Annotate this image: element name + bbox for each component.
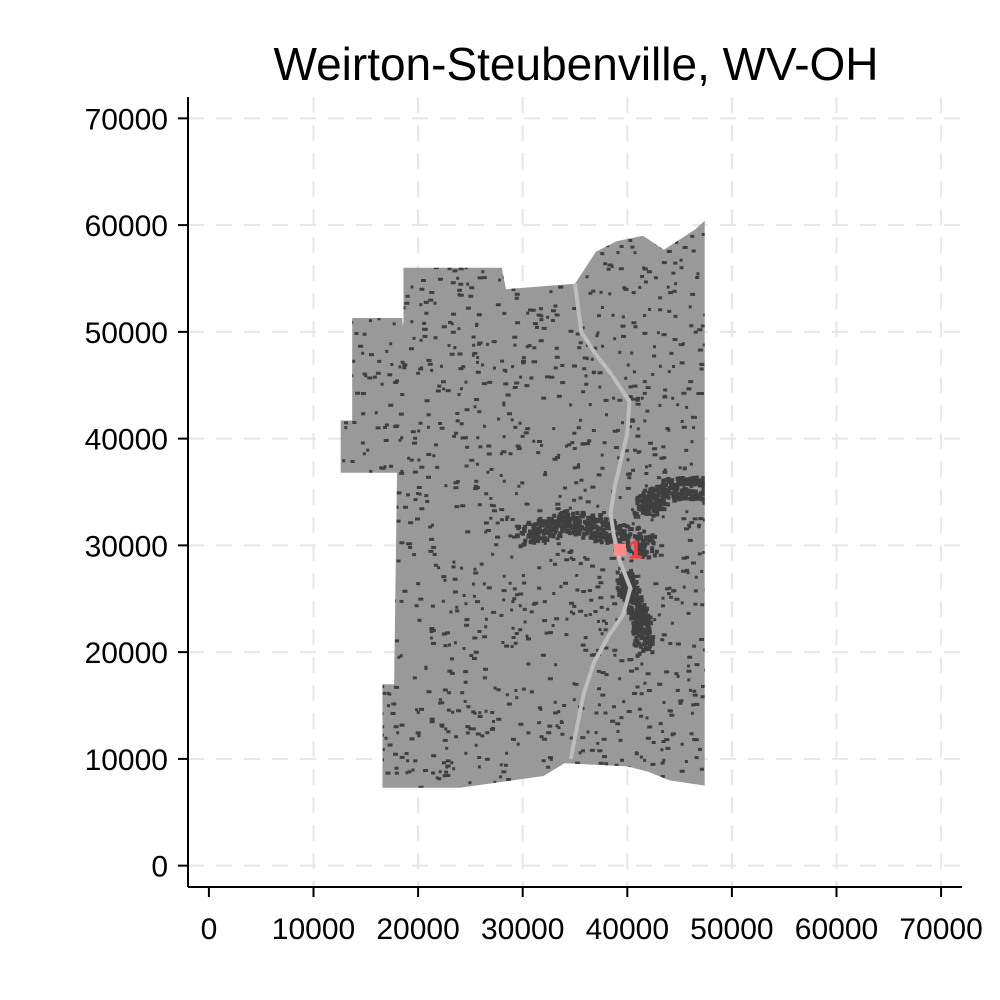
x-tick-label: 10000 (272, 913, 355, 946)
developed-land (340, 220, 705, 788)
x-tick-label: 20000 (376, 913, 459, 946)
y-tick-label: 20000 (85, 637, 168, 670)
y-tick-label: 50000 (85, 317, 168, 350)
x-tick-label: 60000 (795, 913, 878, 946)
y-tick-label: 10000 (85, 744, 168, 777)
marker-layer: 1 (613, 535, 642, 565)
map-marker: 1 (613, 535, 642, 565)
region-area (382, 220, 705, 788)
y-tick-label: 0 (151, 851, 168, 884)
urban-band (632, 475, 705, 519)
urban-band (615, 568, 656, 658)
y-tick-label: 70000 (85, 103, 168, 136)
x-tick-label: 40000 (586, 913, 669, 946)
map-layer (340, 220, 705, 788)
x-tick-label: 0 (201, 913, 218, 946)
axes: 0 10000 20000 30000 40000 50000 60000 70000 0 100… (85, 97, 983, 946)
x-tick-label: 30000 (481, 913, 564, 946)
x-tick-label: 70000 (899, 913, 982, 946)
river (568, 283, 633, 760)
y-tick-label: 30000 (85, 530, 168, 563)
y-tick-label: 60000 (85, 210, 168, 243)
chart-title: Weirton-Steubenville, WV-OH (273, 38, 878, 90)
y-tick-label: 40000 (85, 424, 168, 457)
x-tick-label: 50000 (690, 913, 773, 946)
marker-point (613, 543, 626, 556)
marker-label: 1 (628, 535, 642, 565)
region-area-west (340, 318, 403, 473)
